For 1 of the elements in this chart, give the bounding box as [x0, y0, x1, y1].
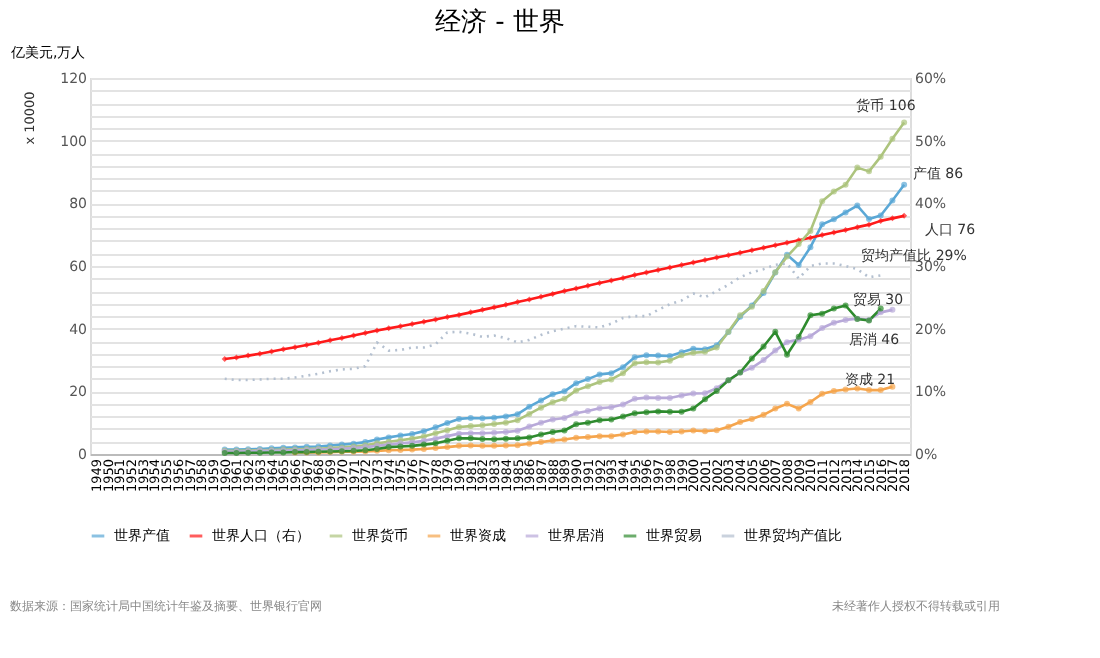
chart-title: 经济 - 世界 [435, 8, 565, 38]
